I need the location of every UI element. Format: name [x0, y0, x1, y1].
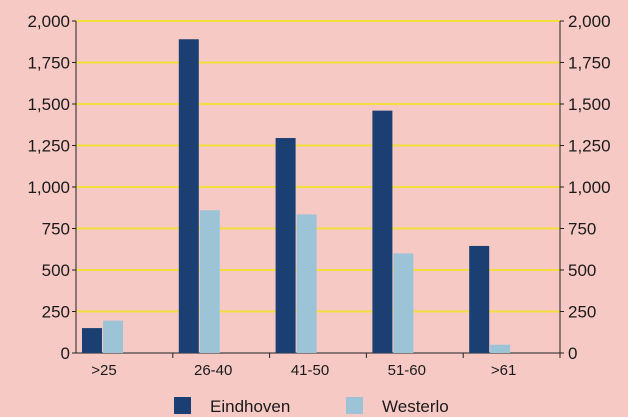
bar-westerlo-3: [393, 253, 414, 353]
y-tick-label-right: 1,000: [568, 178, 611, 197]
y-tick-label-left: 0: [61, 344, 70, 363]
bars: [82, 39, 511, 353]
y-tick-label-right: 250: [568, 303, 596, 322]
bar-westerlo-4: [490, 344, 511, 353]
legend-swatch-eindhoven: [174, 397, 191, 414]
y-tick-label-left: 250: [42, 303, 70, 322]
x-tick-label: 41-50: [291, 362, 329, 379]
grid-lines: [76, 20, 560, 313]
y-tick-label-right: 1,500: [568, 95, 611, 114]
y-tick-label-left: 500: [42, 261, 70, 280]
y-tick-label-left: 750: [42, 220, 70, 239]
y-tick-label-right: 750: [568, 220, 596, 239]
bar-eindhoven-1: [178, 39, 199, 353]
x-tick-label: >61: [491, 362, 516, 379]
legend-label-eindhoven: Eindhoven: [210, 397, 290, 416]
x-tick-label: >25: [91, 362, 116, 379]
y-tick-label-right: 1,750: [568, 54, 611, 73]
x-tick-label: 51-60: [388, 362, 426, 379]
legend-swatch-westerlo: [346, 397, 363, 414]
bar-eindhoven-3: [372, 110, 393, 353]
y-tick-label-right: 2,000: [568, 12, 611, 31]
x-axis-ticks: >25 26-40 41-50 51-60 >61: [91, 362, 516, 379]
y-tick-label-left: 1,000: [27, 178, 70, 197]
bar-eindhoven-2: [275, 138, 296, 353]
y-tick-label-left: 1,250: [27, 137, 70, 156]
axes: [72, 20, 564, 358]
y-axis-left-ticks: 0 250 500 750 1,000 1,250 1,500 1,750 2,000: [27, 12, 70, 363]
y-axis-right-ticks: 0 250 500 750 1,000 1,250 1,500 1,750 2,000: [568, 12, 611, 363]
y-tick-label-right: 1,250: [568, 137, 611, 156]
x-tick-label: 26-40: [194, 362, 232, 379]
y-tick-label-left: 1,500: [27, 95, 70, 114]
legend: Eindhoven Westerlo: [174, 397, 449, 416]
y-tick-label-left: 1,750: [27, 54, 70, 73]
bar-westerlo-1: [199, 210, 220, 353]
y-tick-label-left: 2,000: [27, 12, 70, 31]
y-tick-label-right: 0: [568, 344, 577, 363]
bar-eindhoven-0: [82, 328, 102, 353]
y-tick-label-right: 500: [568, 261, 596, 280]
legend-label-westerlo: Westerlo: [382, 397, 449, 416]
bar-westerlo-2: [296, 214, 317, 353]
bar-westerlo-0: [103, 320, 123, 353]
bar-eindhoven-4: [469, 245, 490, 353]
